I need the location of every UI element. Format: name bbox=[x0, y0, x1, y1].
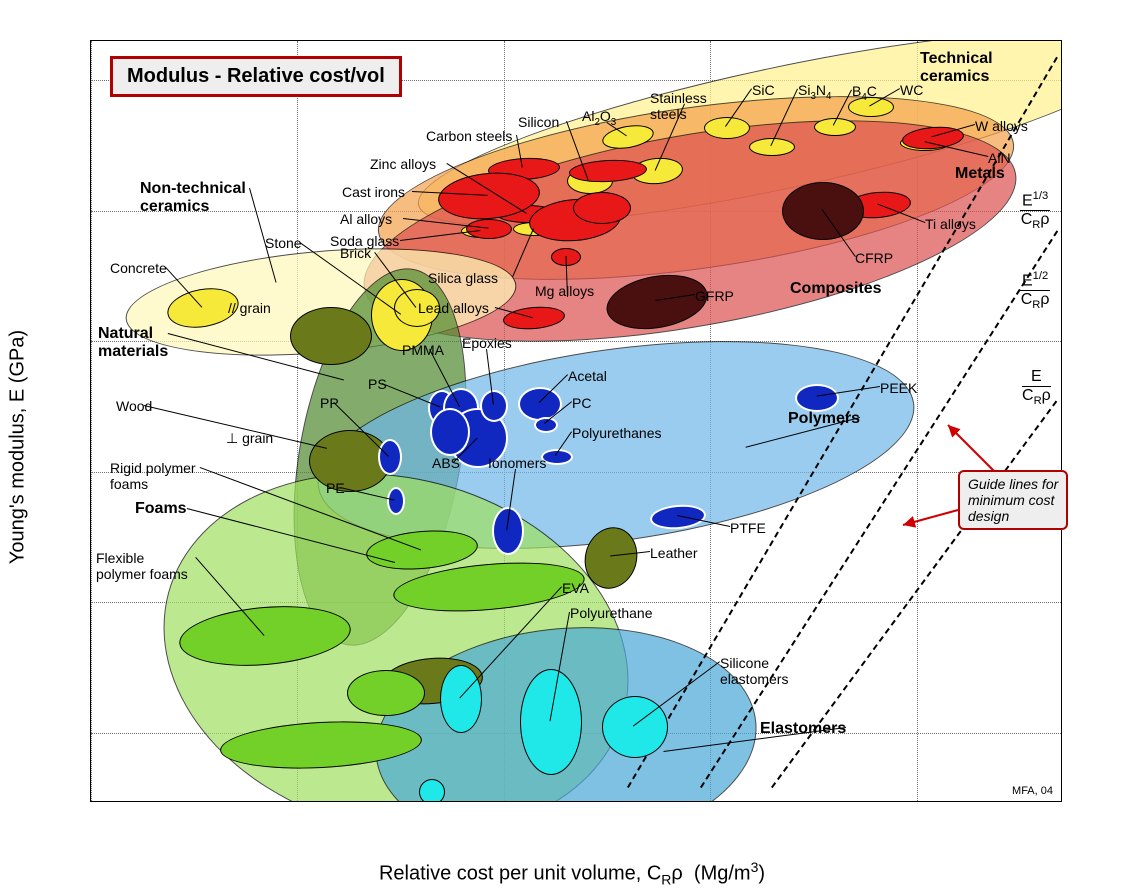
chart-title: Modulus - Relative cost/vol bbox=[110, 56, 402, 97]
ashby-chart: Modulus - Relative cost/vol Young's modu… bbox=[0, 0, 1144, 894]
callout-arrow bbox=[0, 0, 1144, 894]
credit: MFA, 04 bbox=[1012, 785, 1053, 797]
guideline-callout: Guide lines forminimum costdesign bbox=[958, 470, 1068, 530]
